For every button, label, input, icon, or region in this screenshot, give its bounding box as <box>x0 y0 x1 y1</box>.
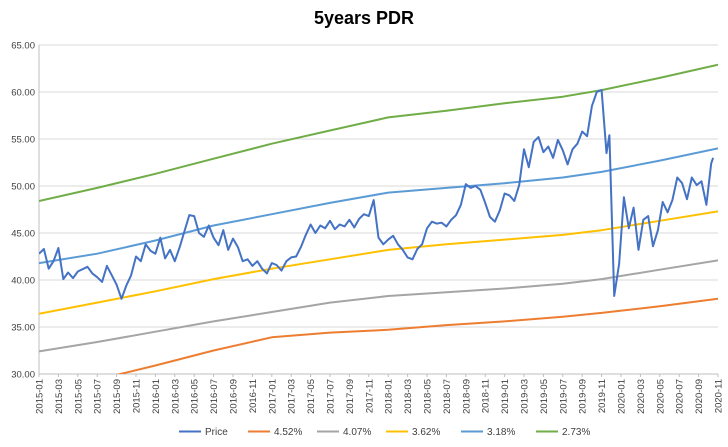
x-tick-label: 2018-05 <box>423 379 434 414</box>
x-tick-label: 2015-03 <box>54 379 65 414</box>
x-tick-label: 2018-09 <box>461 379 472 414</box>
legend-label: 4.07% <box>343 427 371 438</box>
x-tick-label: 2019-11 <box>597 379 608 413</box>
series-line-4-52pct <box>116 297 718 374</box>
series-line-2-73pct <box>39 63 718 202</box>
y-tick-label: 55.00 <box>11 135 35 146</box>
series-line-4-07pct <box>39 259 718 353</box>
x-tick-label: 2020-09 <box>694 379 705 414</box>
y-tick-label: 40.00 <box>11 276 35 287</box>
legend-label: 2.73% <box>562 427 590 438</box>
series-line-3-62pct <box>39 210 718 315</box>
x-tick-label: 2015-11 <box>132 379 143 413</box>
x-tick-label: 2015-01 <box>35 379 46 414</box>
x-tick-label: 2018-01 <box>384 379 395 414</box>
x-tick-label: 2016-05 <box>190 379 201 414</box>
x-tick-label: 2017-01 <box>267 379 278 414</box>
legend-label: 3.62% <box>412 427 440 438</box>
x-tick-label: 2015-09 <box>112 379 123 414</box>
x-tick-label: 2017-09 <box>345 379 356 414</box>
x-tick-label: 2016-07 <box>209 379 220 414</box>
series-line-price <box>39 89 715 300</box>
x-tick-label: 2020-11 <box>714 379 725 413</box>
y-tick-label: 50.00 <box>11 182 35 193</box>
y-tick-label: 45.00 <box>11 229 35 240</box>
x-tick-label: 2018-07 <box>442 379 453 414</box>
x-tick-label: 2017-07 <box>326 379 337 414</box>
y-tick-label: 35.00 <box>11 323 35 334</box>
x-tick-label: 2019-05 <box>539 379 550 414</box>
x-tick-label: 2018-11 <box>481 379 492 413</box>
x-tick-label: 2016-03 <box>170 379 181 414</box>
x-tick-label: 2020-01 <box>617 379 628 414</box>
x-tick-label: 2016-01 <box>151 379 162 414</box>
series-line-3-18pct <box>39 147 718 265</box>
x-tick-label: 2019-09 <box>578 379 589 414</box>
x-tick-label: 2017-11 <box>364 379 375 413</box>
x-tick-label: 2016-09 <box>229 379 240 414</box>
y-tick-label: 30.00 <box>11 370 35 381</box>
x-tick-label: 2016-11 <box>248 379 259 413</box>
legend-label: Price <box>205 427 228 438</box>
chart-title: 5years PDR <box>313 8 415 28</box>
x-tick-label: 2017-05 <box>306 379 317 414</box>
legend-label: 4.52% <box>274 427 302 438</box>
x-tick-label: 2019-07 <box>558 379 569 414</box>
x-tick-label: 2019-03 <box>520 379 531 414</box>
y-tick-label: 60.00 <box>11 88 35 99</box>
x-tick-label: 2020-07 <box>675 379 686 414</box>
x-tick-label: 2020-05 <box>655 379 666 414</box>
x-tick-label: 2015-07 <box>93 379 104 414</box>
legend-label: 3.18% <box>487 427 515 438</box>
x-tick-label: 2015-05 <box>73 379 84 414</box>
x-tick-label: 2019-01 <box>500 379 511 414</box>
x-tick-label: 2018-03 <box>403 379 414 414</box>
y-tick-label: 65.00 <box>11 41 35 52</box>
x-tick-label: 2020-03 <box>636 379 647 414</box>
x-tick-label: 2017-03 <box>287 379 298 414</box>
